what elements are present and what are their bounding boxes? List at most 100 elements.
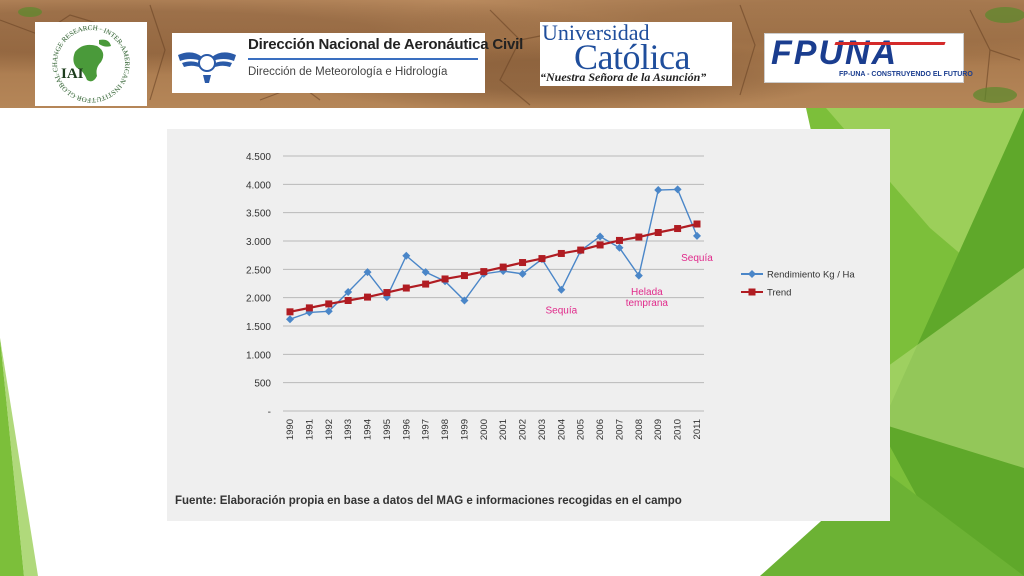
annotation-label: Sequía bbox=[545, 306, 577, 317]
dinac-divider bbox=[248, 58, 478, 60]
chart-panel: 4.500 4.000 3.500 3.000 2.500 2.000 1.500 1.000… bbox=[167, 129, 890, 521]
x-tick-label: 2002 bbox=[518, 419, 529, 440]
x-tick-label: 1993 bbox=[343, 419, 354, 440]
dry-soil-texture bbox=[0, 4, 1024, 106]
x-tick-label: 1997 bbox=[421, 419, 432, 440]
yield-point bbox=[363, 268, 372, 277]
trend-line bbox=[289, 222, 698, 313]
fpuna-swoosh bbox=[834, 42, 946, 45]
legend-swatch-marker bbox=[748, 288, 756, 296]
legend-swatch-marker bbox=[748, 270, 756, 278]
yield-point bbox=[421, 268, 430, 277]
yield-point bbox=[460, 296, 469, 305]
trend-point bbox=[286, 308, 294, 316]
chart-source-note: Fuente: Elaboración propia en base a dat… bbox=[175, 495, 682, 507]
trend-point bbox=[325, 300, 333, 308]
uc-line2: Católica bbox=[574, 37, 690, 77]
iai-globe-icon: FOR GLOBAL CHANGE RESEARCH · INTER-AMERI… bbox=[33, 16, 131, 104]
x-tick-label: 1998 bbox=[440, 419, 451, 440]
y-tick-label: 2.000 bbox=[246, 294, 271, 305]
trend-point bbox=[596, 241, 604, 249]
yield-point bbox=[286, 315, 294, 324]
x-tick-label: 2011 bbox=[692, 419, 703, 439]
trend-point bbox=[383, 289, 391, 297]
x-tick-label: 2006 bbox=[595, 419, 606, 440]
yield-line bbox=[289, 188, 698, 320]
x-tick-label: 2005 bbox=[576, 419, 587, 440]
x-tick-label: 2007 bbox=[614, 419, 625, 440]
dinac-subtitle: Dirección de Meteorología e Hidrología bbox=[248, 66, 448, 78]
trend-point bbox=[538, 255, 546, 263]
x-tick-label: 2003 bbox=[537, 419, 548, 440]
fpuna-mark: FPUNA bbox=[771, 34, 899, 72]
x-tick-label: 2009 bbox=[653, 419, 664, 440]
trend-point bbox=[344, 297, 352, 304]
trend-point bbox=[615, 236, 623, 244]
dinac-title: Dirección Nacional de Aeronáutica Civil bbox=[248, 36, 524, 53]
x-tick-label: 1991 bbox=[304, 419, 315, 440]
y-tick-label: - bbox=[268, 407, 271, 418]
trend-point bbox=[441, 275, 449, 283]
x-tick-label: 2000 bbox=[479, 419, 490, 440]
annotation-label: temprana bbox=[626, 298, 669, 309]
trend-point bbox=[674, 225, 682, 233]
x-tick-label: 1999 bbox=[459, 419, 470, 440]
y-tick-label: 2.500 bbox=[246, 265, 271, 276]
x-tick-label: 2004 bbox=[556, 419, 567, 440]
trend-point bbox=[305, 304, 313, 312]
trend-point bbox=[402, 284, 410, 292]
yield-point bbox=[402, 251, 411, 260]
yield-point bbox=[673, 185, 682, 194]
x-tick-label: 1994 bbox=[363, 419, 374, 440]
x-tick-label: 2010 bbox=[673, 419, 684, 440]
trend-point bbox=[480, 268, 488, 276]
yield-point bbox=[344, 288, 353, 296]
y-tick-label: 1.000 bbox=[246, 350, 271, 361]
iai-logo-text: IAI bbox=[61, 66, 84, 82]
y-tick-label: 3.500 bbox=[246, 209, 271, 220]
y-tick-label: 4.500 bbox=[246, 152, 271, 163]
y-tick-label: 1.500 bbox=[246, 322, 271, 333]
yield-point bbox=[596, 232, 605, 241]
trend-point bbox=[499, 263, 507, 271]
trend-point bbox=[693, 220, 701, 228]
x-tick-label: 1992 bbox=[324, 419, 335, 440]
yield-point bbox=[557, 285, 566, 294]
dinac-wings-icon bbox=[178, 52, 236, 83]
trend-point bbox=[422, 280, 430, 288]
logo-universidad-catolica: Universidad Católica “Nuestra Señora de … bbox=[540, 20, 732, 86]
uc-line3: “Nuestra Señora de la Asunción” bbox=[540, 70, 707, 84]
yield-point bbox=[634, 271, 643, 280]
logo-dinac: Dirección Nacional de Aeronáutica Civil … bbox=[172, 33, 523, 93]
x-tick-label: 1990 bbox=[285, 419, 296, 440]
x-tick-label: 2001 bbox=[498, 419, 509, 440]
yield-point bbox=[499, 267, 508, 276]
yield-trend-chart: 4.500 4.000 3.500 3.000 2.500 2.000 1.500 1.000… bbox=[246, 152, 855, 440]
annotation-label: Sequía bbox=[681, 253, 713, 264]
x-tick-label: 2008 bbox=[634, 419, 645, 440]
trend-point bbox=[460, 272, 468, 280]
trend-point bbox=[364, 293, 372, 301]
trend-point bbox=[519, 259, 527, 267]
x-tick-label: 1996 bbox=[401, 419, 412, 440]
annotation-label: Helada bbox=[631, 287, 663, 298]
logo-fpuna: FPUNA FP-UNA - CONSTRUYENDO EL FUTURO bbox=[764, 33, 973, 83]
yield-point bbox=[615, 243, 624, 252]
logo-iai: FOR GLOBAL CHANGE RESEARCH · INTER-AMERI… bbox=[33, 16, 147, 106]
trend-point bbox=[654, 229, 662, 236]
y-tick-label: 500 bbox=[254, 379, 271, 390]
yield-point bbox=[693, 231, 701, 240]
yield-point bbox=[654, 186, 663, 194]
trend-point bbox=[635, 233, 643, 241]
fpuna-tagline: FP-UNA - CONSTRUYENDO EL FUTURO bbox=[839, 71, 973, 78]
legend-label: Trend bbox=[767, 288, 791, 299]
trend-point bbox=[557, 249, 565, 257]
y-tick-label: 4.000 bbox=[246, 180, 271, 191]
trend-point bbox=[577, 246, 585, 254]
x-tick-label: 1995 bbox=[382, 419, 393, 440]
yield-point bbox=[324, 307, 333, 316]
yield-point bbox=[518, 269, 527, 278]
uc-line1: Universidad bbox=[542, 20, 650, 45]
y-tick-label: 3.000 bbox=[246, 237, 271, 248]
legend-label: Rendimiento Kg / Ha bbox=[767, 270, 855, 281]
